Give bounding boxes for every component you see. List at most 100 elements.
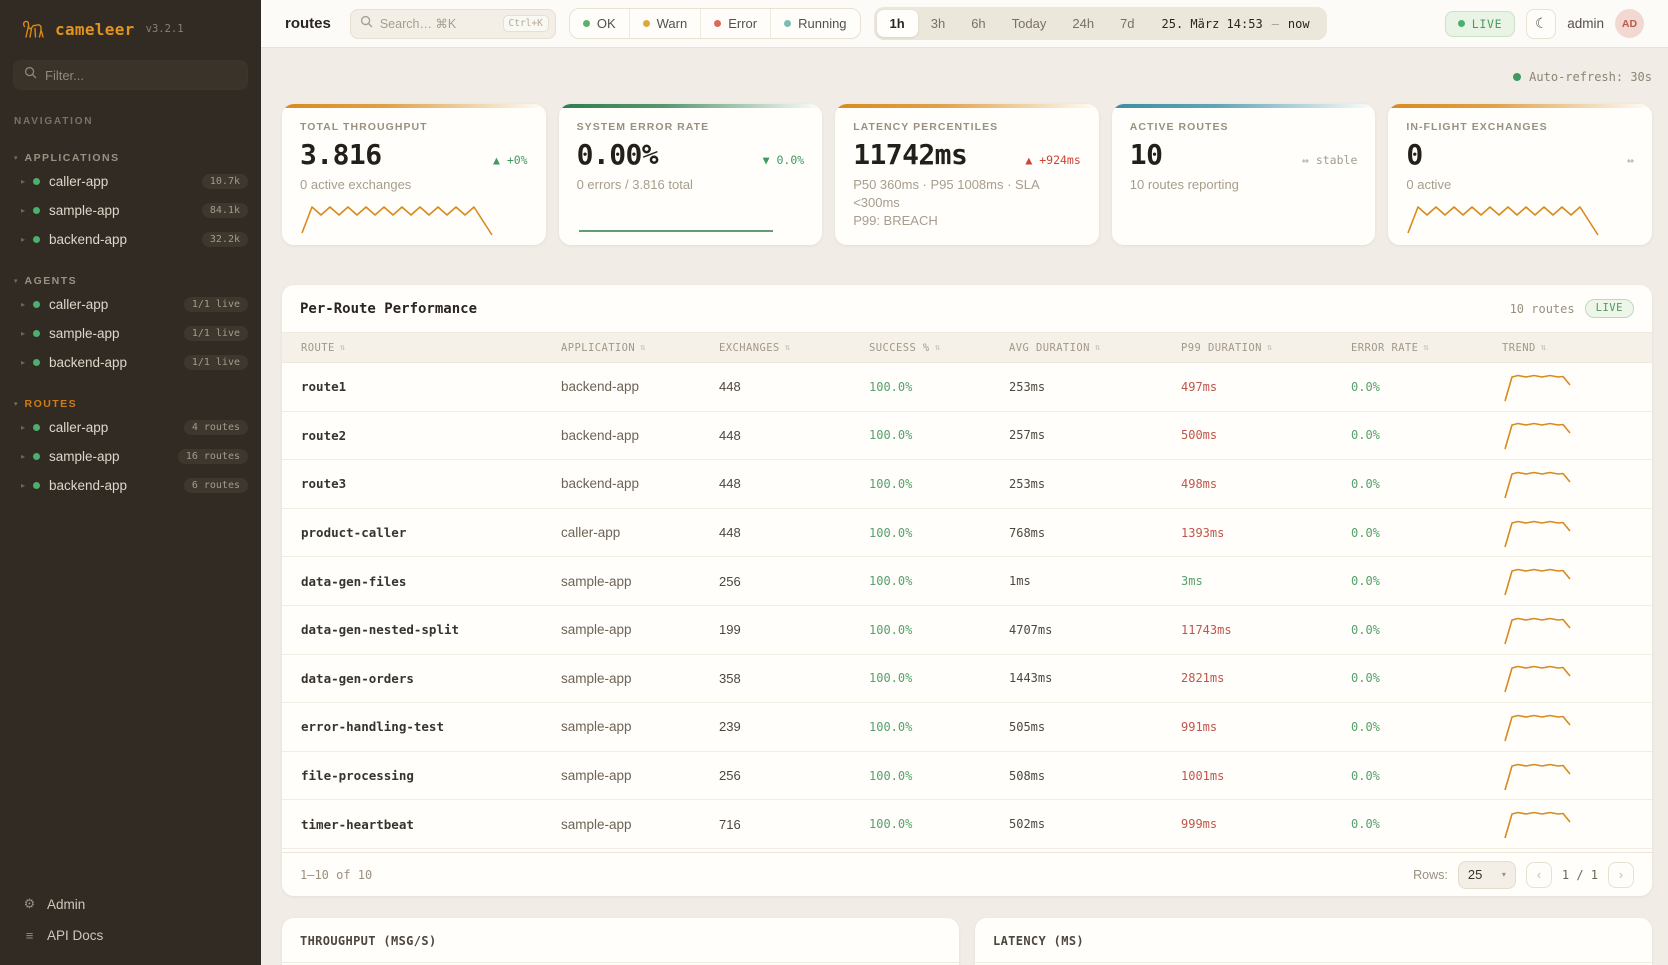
sidebar: cameleer v3.2.1 NAVIGATION ▾ APPLICATIONS… [0, 0, 261, 965]
sidebar-item-label: caller-app [49, 420, 109, 435]
throughput-chart-title: THROUGHPUT (MSG/S) [282, 918, 959, 963]
column-header-avg-duration[interactable]: AVG DURATION ⇅ [1009, 342, 1181, 354]
cell-trend-sparkline [1502, 418, 1652, 452]
table-row-route2[interactable]: route2 backend-app 448 100.0% 257ms 500ms 0.0% [282, 412, 1652, 461]
cell-success: 100.0% [869, 574, 913, 589]
table-row-error-handling-test[interactable]: error-handling-test sample-app 239 100.0% 50… [282, 703, 1652, 752]
live-dot [1457, 20, 1465, 27]
sidebar-item-caller-app[interactable]: ▸ caller-app 10.7k [0, 167, 261, 196]
range-end: now [1287, 16, 1310, 31]
nav-group-header-applications[interactable]: ▾ APPLICATIONS [0, 149, 261, 167]
cell-route: data-gen-orders [301, 670, 414, 686]
cell-p99-duration: 3ms [1181, 574, 1203, 589]
table-row-file-processing[interactable]: file-processing sample-app 256 100.0% 508ms 1… [282, 752, 1652, 801]
sidebar-item-label: sample-app [49, 449, 120, 464]
autorefresh-label: Auto-refresh: 30s [1529, 70, 1652, 84]
column-header-label: APPLICATION [561, 341, 636, 354]
sidebar-filter[interactable] [13, 60, 248, 90]
range-button-24h[interactable]: 24h [1059, 10, 1107, 37]
cell-success: 100.0% [869, 768, 913, 783]
table-row-route3[interactable]: route3 backend-app 448 100.0% 253ms 498ms 0.0% [282, 460, 1652, 509]
status-dot [33, 482, 40, 489]
status-filter-warn[interactable]: Warn [628, 9, 701, 38]
sidebar-item-sample-app[interactable]: ▸ sample-app 16 routes [0, 442, 261, 471]
nav-group-label: AGENTS [24, 275, 78, 287]
column-header-trend[interactable]: TREND ⇅ [1502, 342, 1652, 354]
table-row-data-gen-files[interactable]: data-gen-files sample-app 256 100.0% 1ms 3ms 0… [282, 557, 1652, 606]
column-header-p99-duration[interactable]: P99 DURATION ⇅ [1181, 342, 1351, 354]
cell-error-rate: 0.0% [1351, 574, 1380, 589]
cell-route: data-gen-files [301, 573, 407, 589]
cell-exchanges: 256 [719, 573, 741, 589]
column-header-success-[interactable]: SUCCESS % ⇅ [869, 342, 1009, 354]
sidebar-item-badge: 6 routes [183, 478, 248, 493]
sidebar-footer-admin[interactable]: ⚙ Admin [0, 888, 261, 920]
range-button-3h[interactable]: 3h [918, 10, 958, 37]
range-button-6h[interactable]: 6h [958, 10, 998, 37]
rows-per-page-select[interactable]: 25 ▾ [1457, 860, 1516, 889]
kpi-accent-bar [282, 104, 546, 108]
chevron-right-icon: ▸ [21, 177, 26, 186]
range-button-1h[interactable]: 1h [876, 10, 918, 37]
cell-avg-duration: 508ms [1009, 768, 1046, 783]
cell-application: backend-app [561, 476, 640, 492]
sidebar-footer-api-docs[interactable]: ≡ API Docs [0, 920, 261, 951]
cell-trend-sparkline [1502, 613, 1652, 647]
column-header-error-rate[interactable]: ERROR RATE ⇅ [1351, 342, 1502, 354]
nav-group-applications: ▾ APPLICATIONS ▸ caller-app 10.7k ▸ sample-app… [0, 149, 261, 254]
range-button-7d[interactable]: 7d [1107, 10, 1147, 37]
prev-page-button[interactable]: ‹ [1525, 861, 1552, 888]
table-title: Per-Route Performance [300, 300, 478, 317]
cell-route: route1 [301, 379, 347, 395]
table-row-route1[interactable]: route1 backend-app 448 100.0% 253ms 497ms 0.0% [282, 363, 1652, 412]
kpi-card-latency-percentiles: LATENCY PERCENTILES 11742ms ▲ +924ms P50 36… [835, 104, 1099, 245]
cell-success: 100.0% [869, 671, 913, 686]
column-header-label: ERROR RATE [1351, 341, 1419, 354]
sidebar-item-backend-app[interactable]: ▸ backend-app 32.2k [0, 225, 261, 254]
cell-application: backend-app [561, 427, 640, 443]
next-page-button[interactable]: › [1608, 861, 1634, 888]
status-filter-label: OK [596, 16, 616, 31]
status-dot [33, 359, 40, 366]
sidebar-item-badge: 4 routes [183, 420, 248, 435]
status-filter-error[interactable]: Error [700, 9, 770, 38]
cell-success: 100.0% [869, 428, 913, 443]
status-filter-running[interactable]: Running [770, 9, 859, 38]
nav-group-header-agents[interactable]: ▾ AGENTS [0, 272, 261, 290]
table-row-data-gen-orders[interactable]: data-gen-orders sample-app 358 100.0% 1443ms… [282, 655, 1652, 704]
global-search[interactable]: Ctrl+K [349, 8, 556, 39]
range-button-today[interactable]: Today [999, 10, 1060, 37]
per-route-performance-panel: Per-Route Performance 10 routes LIVE ROU… [282, 285, 1652, 896]
cell-error-rate: 0.0% [1351, 817, 1380, 832]
kpi-value: 11742ms [853, 138, 968, 171]
status-dot [33, 453, 40, 460]
table-row-product-caller[interactable]: product-caller caller-app 448 100.0% 768ms 13… [282, 509, 1652, 558]
charts-row: THROUGHPUT (MSG/S) LATENCY (MS) [282, 918, 1652, 965]
status-filter-ok[interactable]: OK [570, 9, 629, 38]
kpi-subtext: P50 360ms · P95 1008ms · SLA <300ms [853, 177, 1039, 210]
cell-application: sample-app [561, 719, 632, 735]
sidebar-item-backend-app[interactable]: ▸ backend-app 6 routes [0, 471, 261, 500]
sidebar-item-sample-app[interactable]: ▸ sample-app 1/1 live [0, 319, 261, 348]
table-row-timer-heartbeat[interactable]: timer-heartbeat sample-app 716 100.0% 502ms 9… [282, 800, 1652, 849]
sidebar-item-caller-app[interactable]: ▸ caller-app 4 routes [0, 413, 261, 442]
kpi-card-active-routes: ACTIVE ROUTES 10 ⇔ stable 10 routes reporti… [1111, 104, 1376, 245]
column-header-application[interactable]: APPLICATION ⇅ [561, 342, 719, 354]
kpi-value-row: 3.816 ▲ +0% [300, 138, 528, 171]
filter-input[interactable] [45, 67, 237, 83]
live-toggle[interactable]: LIVE [1444, 10, 1516, 37]
status-dot [33, 236, 40, 243]
column-header-exchanges[interactable]: EXCHANGES ⇅ [719, 342, 869, 354]
theme-toggle-button[interactable]: ☾ [1526, 8, 1557, 39]
column-header-route[interactable]: ROUTE ⇅ [301, 342, 561, 354]
avatar[interactable]: AD [1615, 9, 1644, 38]
kpi-accent-bar [1388, 104, 1652, 108]
sidebar-item-backend-app[interactable]: ▸ backend-app 1/1 live [0, 348, 261, 377]
sidebar-item-caller-app[interactable]: ▸ caller-app 1/1 live [0, 290, 261, 319]
kpi-delta: ⇔ stable [1301, 153, 1358, 167]
table-row-data-gen-nested-split[interactable]: data-gen-nested-split sample-app 199 100.0%… [282, 606, 1652, 655]
kpi-value-row: 10 ⇔ stable [1130, 138, 1358, 171]
nav-group-header-routes[interactable]: ▾ ROUTES [0, 395, 261, 413]
chevron-right-icon: ▸ [21, 300, 26, 309]
sidebar-item-sample-app[interactable]: ▸ sample-app 84.1k [0, 196, 261, 225]
